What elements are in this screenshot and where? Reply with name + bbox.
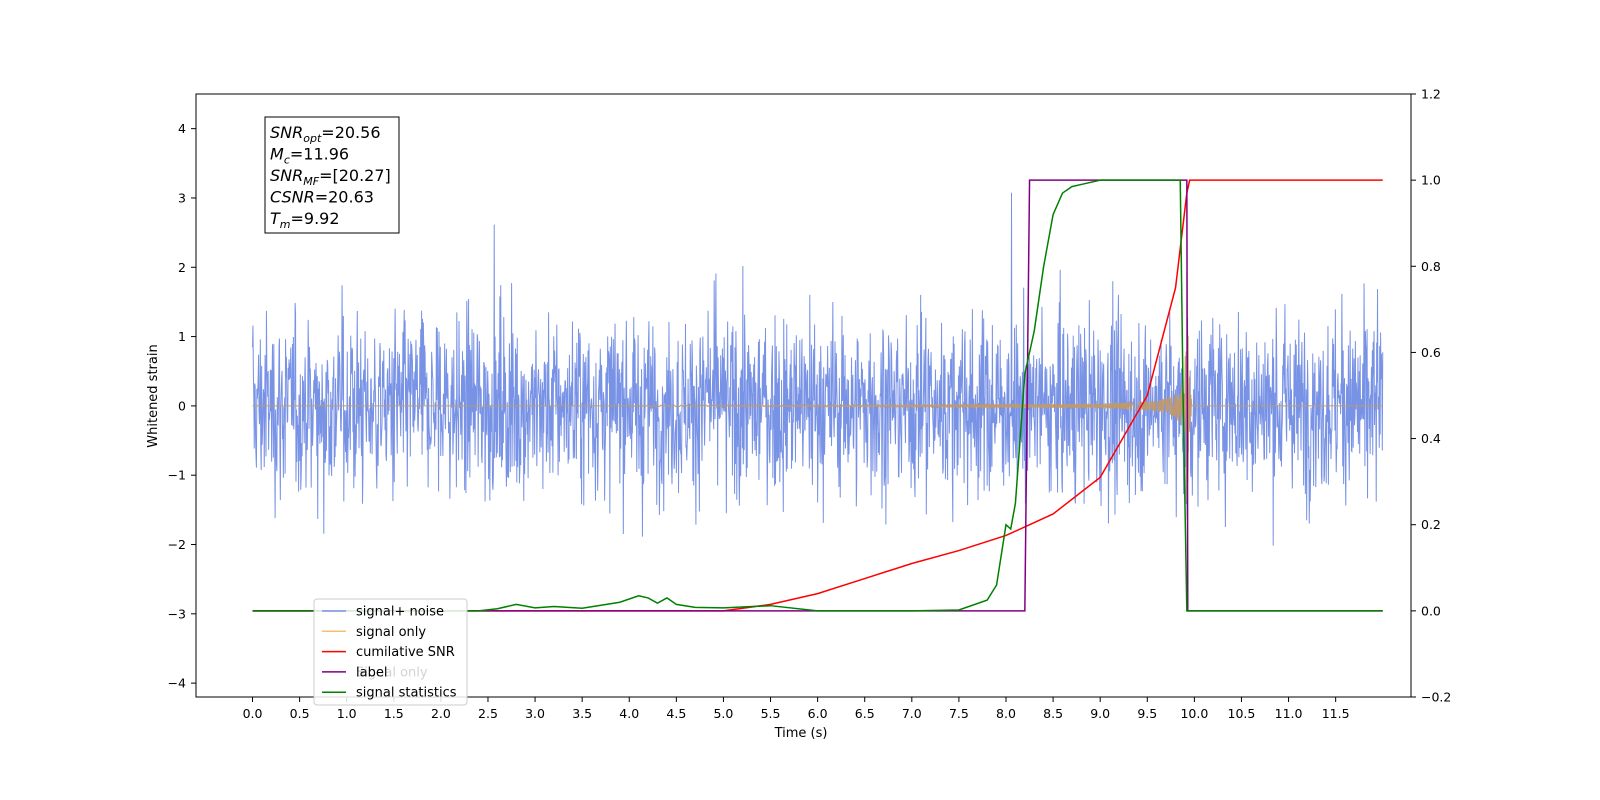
series-cumilative-snr [252, 179, 1383, 612]
y-axis-left: 4 3 2 1 0 −1 −2 −3 −4 [168, 121, 196, 691]
x-tick-label: 9.5 [1137, 706, 1157, 721]
annotation-value: =9.92 [291, 209, 340, 228]
y-tick-label: −3 [168, 606, 186, 621]
y2-tick-label: 0.6 [1421, 345, 1441, 360]
x-tick-label: 7.0 [902, 706, 922, 721]
annotation-symbol: SNR [270, 166, 303, 185]
annotation-line: Tm=9.92 [270, 209, 340, 231]
x-tick-label: 10.5 [1228, 706, 1256, 721]
y2-tick-label: 0.2 [1421, 517, 1441, 532]
x-tick-label: 3.0 [525, 706, 545, 721]
x-tick-label: 4.5 [666, 706, 686, 721]
annotation-symbol: T [270, 209, 281, 228]
annotation-subscript: MF [303, 175, 319, 188]
x-tick-label: 9.0 [1090, 706, 1110, 721]
x-tick-label: 10.0 [1180, 706, 1208, 721]
y2-tick-label: 1.0 [1421, 173, 1441, 188]
legend[interactable]: signal+ noise signal only cumilative SNR la… [313, 598, 468, 706]
y-tick-label: 2 [178, 260, 186, 275]
y-tick-label: 4 [178, 121, 186, 136]
plot-area [252, 179, 1384, 612]
legend-entry: signal statistics [356, 686, 457, 701]
x-tick-label: 8.0 [996, 706, 1016, 721]
y2-tick-label: 0.0 [1421, 603, 1441, 618]
x-tick-label: 11.5 [1322, 706, 1350, 721]
x-tick-label: 3.5 [572, 706, 592, 721]
annotation-symbol: SNR [270, 123, 303, 142]
legend-entry: label [356, 665, 387, 680]
x-tick-label: 4.0 [619, 706, 639, 721]
annotation-frame [264, 116, 400, 234]
annotation-value: =20.63 [315, 188, 374, 207]
y-tick-label: −4 [168, 676, 186, 691]
y-tick-label: 1 [178, 329, 186, 344]
x-axis-label: Time (s) [774, 726, 828, 741]
y-axis-label: Whitened strain [146, 344, 161, 447]
x-axis: 0.0 0.5 1.0 1.5 2.0 2.5 3.0 3.5 4.0 4.5 5.0 5.5 6.0 6… [243, 697, 1350, 721]
x-tick-label: 0.5 [290, 706, 310, 721]
x-tick-label: 5.5 [761, 706, 781, 721]
x-tick-label: 6.5 [855, 706, 875, 721]
y2-tick-label: −0.2 [1421, 690, 1451, 705]
x-tick-label: 0.0 [243, 706, 263, 721]
annotation-value: =11.96 [290, 145, 349, 164]
legend-occluded-text: Signal only [356, 665, 428, 680]
x-tick-label: 8.5 [1043, 706, 1063, 721]
annotation-subscript: m [280, 218, 291, 231]
y2-tick-label: 1.2 [1421, 87, 1441, 102]
legend-entry: signal+ noise [356, 605, 444, 620]
legend-entry: signal only [356, 625, 426, 640]
legend-entry: cumilative SNR [356, 645, 455, 660]
x-tick-label: 2.0 [431, 706, 451, 721]
annotation-line: Mc=11.96 [270, 145, 349, 167]
annotation-line: CSNR=20.63 [270, 188, 374, 207]
series-signal-noise [252, 192, 1384, 546]
legend-frame [313, 598, 468, 706]
x-tick-label: 5.0 [713, 706, 733, 721]
x-tick-label: 1.5 [384, 706, 404, 721]
annotation-line: SNRopt=20.56 [270, 123, 381, 145]
annotation-subscript: opt [303, 132, 322, 145]
x-tick-label: 11.0 [1275, 706, 1303, 721]
y2-tick-label: 0.8 [1421, 259, 1441, 274]
annotation-box: SNRopt=20.56Mc=11.96SNRMF=[20.27]CSNR=20… [264, 116, 400, 234]
annotation-symbol: M [270, 145, 284, 164]
annotation-line: SNRMF=[20.27] [270, 166, 391, 188]
plot-frame [195, 93, 1412, 698]
series-signal-only [252, 272, 1383, 500]
annotation-value: =[20.27] [319, 166, 391, 185]
x-tick-label: 7.5 [949, 706, 969, 721]
y-axis-right: 1.2 1.0 0.8 0.6 0.4 0.2 0.0 −0.2 [1411, 87, 1451, 705]
x-tick-label: 1.0 [337, 706, 357, 721]
x-tick-label: 2.5 [478, 706, 498, 721]
y-tick-label: −2 [168, 537, 186, 552]
y-tick-label: 0 [178, 398, 186, 413]
y-tick-label: −1 [168, 468, 186, 483]
series-signal-statistics [252, 179, 1383, 612]
annotation-value: =20.56 [321, 123, 380, 142]
x-tick-label: 6.0 [808, 706, 828, 721]
y2-tick-label: 0.4 [1421, 431, 1441, 446]
annotation-subscript: c [284, 154, 290, 167]
y-tick-label: 3 [178, 190, 186, 205]
annotation-symbol: CSNR [270, 188, 315, 207]
